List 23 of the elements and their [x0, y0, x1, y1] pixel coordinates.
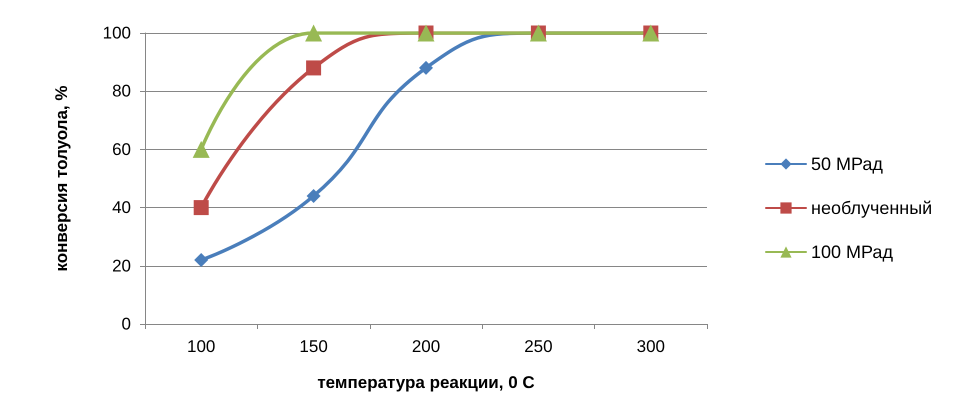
y-axis-title: конверсия толуола, % [52, 86, 71, 272]
point [194, 200, 209, 216]
point [419, 60, 433, 75]
x-tick-label: 100 [187, 337, 216, 356]
legend-label: 50 МРад [811, 154, 884, 174]
legend-label: 100 МРад [811, 242, 894, 262]
x-tick-label: 300 [636, 337, 665, 356]
x-tick-label: 250 [524, 337, 553, 356]
point [306, 188, 321, 203]
y-tick-label: 100 [102, 24, 131, 42]
point [306, 60, 322, 76]
point [194, 252, 208, 267]
y-tick-label: 0 [122, 314, 131, 334]
x-tick-label: 200 [412, 337, 440, 356]
x-tick-label: 150 [299, 337, 328, 356]
y-tick-label: 60 [112, 140, 131, 159]
x-axis-title: температура реакции, 0 С [317, 373, 535, 392]
legend-label: необлученный [811, 198, 932, 218]
y-tick-label: 80 [112, 82, 131, 101]
point [192, 140, 210, 158]
y-tick-label: 40 [112, 198, 131, 218]
point [305, 24, 322, 42]
y-tick-label: 20 [112, 256, 131, 276]
